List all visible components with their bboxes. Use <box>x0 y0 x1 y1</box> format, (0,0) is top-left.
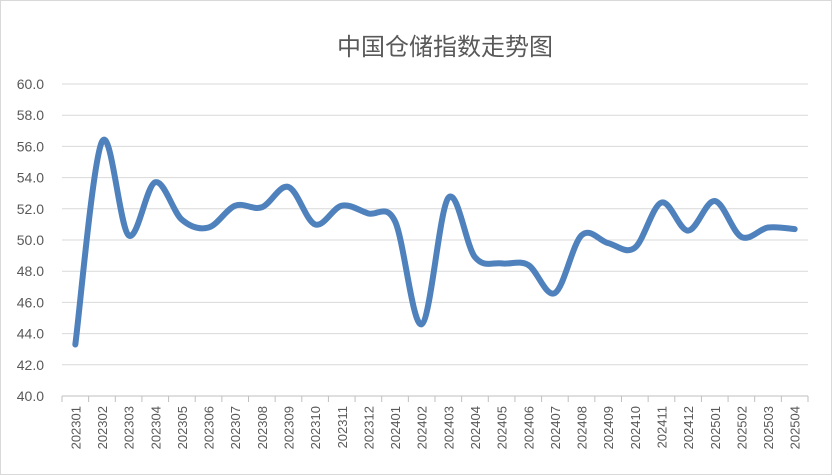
x-tick-label-17: 202406 <box>521 406 536 449</box>
y-axis-ticks: 40.0 42.0 44.0 46.0 48.0 50.0 52.0 54.0 56.0 58.0… <box>17 76 44 404</box>
data-point-202408 <box>579 232 585 238</box>
data-point-202310 <box>312 221 318 227</box>
x-tick-label-7: 202308 <box>255 406 270 449</box>
y-tick-label-4: 48.0 <box>17 263 44 279</box>
data-point-202403 <box>445 195 451 201</box>
x-tick-label-2: 202303 <box>122 406 137 449</box>
x-tick-label-5: 202306 <box>202 406 217 449</box>
data-point-202309 <box>285 184 291 190</box>
x-tick-label-22: 202411 <box>654 406 669 448</box>
y-tick-label-9: 58.0 <box>17 107 44 123</box>
x-axis-ticks: 202301 202302 202303 202304 202305 202306 2023… <box>68 406 802 449</box>
y-tick-label-8: 56.0 <box>17 138 44 154</box>
x-tick-label-4: 202305 <box>175 406 190 449</box>
data-point-202407 <box>552 290 558 296</box>
x-tick-label-3: 202304 <box>148 406 163 449</box>
x-tick-label-8: 202309 <box>281 406 296 449</box>
y-tick-label-2: 44.0 <box>17 326 44 342</box>
x-tick-label-18: 202407 <box>548 406 563 449</box>
x-tick-label-23: 202412 <box>681 406 696 449</box>
data-point-202404 <box>472 254 478 260</box>
data-point-202410 <box>632 245 638 251</box>
y-tick-label-7: 54.0 <box>17 170 44 186</box>
series-layer <box>72 136 798 348</box>
data-point-202405 <box>499 260 505 266</box>
data-point-202308 <box>259 204 265 210</box>
x-tick-label-12: 202401 <box>388 406 403 449</box>
x-tick-label-27: 202504 <box>788 406 803 449</box>
data-point-202406 <box>525 262 531 268</box>
x-tick-label-11: 202312 <box>361 406 376 449</box>
data-point-202402 <box>419 321 425 327</box>
x-tick-label-9: 202310 <box>308 406 323 449</box>
data-point-202503 <box>765 225 771 231</box>
data-point-202303 <box>126 232 132 238</box>
data-point-202304 <box>152 179 158 185</box>
data-point-202409 <box>605 240 611 246</box>
data-point-202411 <box>658 200 664 206</box>
data-point-202312 <box>365 210 371 216</box>
chart-title: 中国仓储指数走势图 <box>337 33 553 61</box>
y-tick-label-5: 50.0 <box>17 232 44 248</box>
data-point-202305 <box>179 217 185 223</box>
x-tick-label-26: 202503 <box>761 406 776 449</box>
x-tick-label-19: 202408 <box>575 406 590 449</box>
x-tick-label-24: 202501 <box>708 406 723 449</box>
data-point-202306 <box>206 225 212 231</box>
data-point-202302 <box>99 139 105 145</box>
y-tick-label-10: 60.0 <box>17 76 44 92</box>
y-tick-label-1: 42.0 <box>17 357 44 373</box>
series-line-0 <box>72 136 798 348</box>
x-tick-label-14: 202403 <box>441 406 456 449</box>
x-tick-label-6: 202307 <box>228 406 243 449</box>
x-tick-label-13: 202402 <box>415 406 430 449</box>
data-point-202501 <box>712 198 718 204</box>
data-point-202502 <box>738 234 744 240</box>
data-point-202412 <box>685 228 691 234</box>
data-point-202311 <box>339 203 345 209</box>
data-point-202301 <box>72 342 78 348</box>
data-point-202504 <box>792 226 798 232</box>
gridlines <box>62 83 808 366</box>
x-tick-label-21: 202410 <box>628 406 643 449</box>
y-tick-label-3: 46.0 <box>17 294 44 310</box>
data-point-202401 <box>392 218 398 224</box>
x-tick-label-1: 202302 <box>95 406 110 449</box>
y-tick-label-6: 52.0 <box>17 201 44 217</box>
x-tick-label-25: 202502 <box>734 406 749 449</box>
y-tick-label-0: 40.0 <box>17 388 44 404</box>
x-tick-label-10: 202311 <box>335 406 350 448</box>
x-axis <box>61 395 809 402</box>
x-tick-label-15: 202404 <box>468 406 483 449</box>
data-point-202307 <box>232 203 238 209</box>
x-tick-label-0: 202301 <box>68 406 83 449</box>
x-tick-label-16: 202405 <box>495 406 510 449</box>
x-tick-label-20: 202409 <box>601 406 616 449</box>
